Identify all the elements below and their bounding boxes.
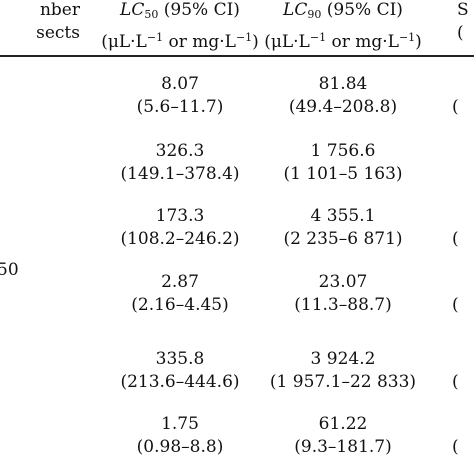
row-1-lc90: 81.84 xyxy=(318,74,368,94)
row-2-lc90-ci: (1 101–5 163) xyxy=(283,164,403,184)
header-lc90-unit-exp1: −1 xyxy=(309,31,327,44)
header-lc90-unit: (μL·L−1 or mg·L−1) xyxy=(243,27,443,53)
header-lc90-subscript: 90 xyxy=(307,8,322,21)
row-4-slope: ( xyxy=(452,295,459,315)
header-rule xyxy=(0,55,474,57)
header-lc90-line1: LC90 (95% CI) xyxy=(243,0,443,25)
header-lc50-unit-exp1: −1 xyxy=(146,31,164,44)
header-number-line2: sects xyxy=(36,23,80,43)
row-6-lc90: 61.22 xyxy=(318,414,368,434)
row-5-lc90: 3 924.2 xyxy=(310,349,376,369)
header-lc50-unit: (μL·L−1 or mg·L−1) xyxy=(60,27,300,53)
row-1-slope: ( xyxy=(452,97,459,117)
row-2-lc50-ci: (149.1–378.4) xyxy=(120,164,240,184)
header-lc50-unit-exp2: −1 xyxy=(235,31,253,44)
header-number-line1: nber xyxy=(39,0,80,20)
header-lc50-subscript: 50 xyxy=(144,8,159,21)
number-of-insects-value: 50 xyxy=(0,260,19,280)
row-5-lc90-ci: (1 957.1–22 833) xyxy=(269,372,417,392)
header-lc50-line1: LC50 (95% CI) xyxy=(60,0,300,25)
header-slope-line1: S xyxy=(457,0,469,20)
header-slope-line2: ( xyxy=(457,23,464,43)
row-3-lc50: 173.3 xyxy=(155,206,205,226)
row-2-lc90: 1 756.6 xyxy=(310,141,376,161)
row-4-lc90: 23.07 xyxy=(318,272,368,292)
header-lc90-symbol: LC xyxy=(283,0,308,20)
header-lc90: LC90 (95% CI) (μL·L−1 or mg·L−1) xyxy=(243,0,443,53)
header-lc90-unit-exp2: −1 xyxy=(398,31,416,44)
header-slope: S ( xyxy=(457,0,474,44)
header-lc50-unit-post: ) xyxy=(252,32,259,52)
row-2-lc50: 326.3 xyxy=(155,141,205,161)
row-4-lc90-ci: (11.3–88.7) xyxy=(294,295,392,315)
row-5-lc50: 335.8 xyxy=(155,349,205,369)
row-1-lc50: 8.07 xyxy=(161,74,199,94)
header-lc90-ci: (95% CI) xyxy=(321,0,403,20)
row-4-lc50: 2.87 xyxy=(161,272,199,292)
row-6-lc50-ci: (0.98–8.8) xyxy=(136,437,224,457)
header-lc50-symbol: LC xyxy=(120,0,145,20)
row-3-slope: ( xyxy=(452,229,459,249)
row-3-lc90: 4 355.1 xyxy=(310,206,376,226)
row-6-lc90-ci: (9.3–181.7) xyxy=(294,437,392,457)
header-lc50-unit-mid: or mg·L xyxy=(163,32,236,52)
header-lc90-unit-mid: or mg·L xyxy=(326,32,399,52)
header-lc50-ci: (95% CI) xyxy=(158,0,240,20)
header-lc50: LC50 (95% CI) (μL·L−1 or mg·L−1) xyxy=(60,0,300,53)
row-6-slope: ( xyxy=(452,437,459,457)
header-lc90-unit-pre: (μL·L xyxy=(264,32,310,52)
row-3-lc50-ci: (108.2–246.2) xyxy=(120,229,240,249)
row-1-lc90-ci: (49.4–208.8) xyxy=(288,97,398,117)
header-number-of-insects: nber sects xyxy=(0,0,80,44)
row-4-lc50-ci: (2.16–4.45) xyxy=(131,295,229,315)
header-lc90-unit-post: ) xyxy=(415,32,422,52)
row-5-lc50-ci: (213.6–444.6) xyxy=(120,372,240,392)
row-3-lc90-ci: (2 235–6 871) xyxy=(283,229,403,249)
row-6-lc50: 1.75 xyxy=(161,414,199,434)
row-1-lc50-ci: (5.6–11.7) xyxy=(136,97,224,117)
header-lc50-unit-pre: (μL·L xyxy=(101,32,147,52)
row-5-slope: ( xyxy=(452,372,459,392)
